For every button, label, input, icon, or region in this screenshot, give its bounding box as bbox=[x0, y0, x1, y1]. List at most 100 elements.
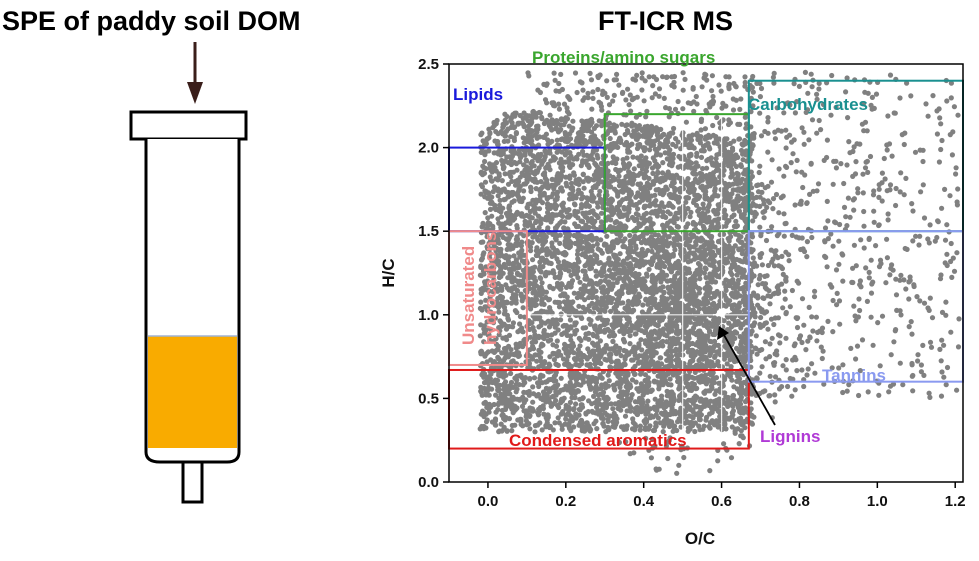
scatter-point bbox=[581, 251, 587, 258]
scatter-point bbox=[607, 364, 613, 370]
scatter-point bbox=[547, 423, 554, 429]
scatter-point bbox=[586, 303, 592, 309]
scatter-point bbox=[489, 169, 495, 175]
scatter-point bbox=[701, 270, 708, 276]
scatter-point bbox=[608, 308, 614, 314]
scatter-point bbox=[501, 263, 507, 269]
scatter-point bbox=[693, 202, 700, 208]
scatter-point bbox=[562, 249, 568, 256]
scatter-point bbox=[539, 255, 546, 261]
scatter-point bbox=[621, 162, 628, 168]
scatter-point bbox=[517, 174, 523, 180]
scatter-point bbox=[520, 115, 526, 121]
scatter-point bbox=[550, 204, 556, 210]
scatter-point bbox=[648, 455, 655, 461]
scatter-point bbox=[706, 144, 712, 150]
scatter-point bbox=[511, 125, 517, 131]
scatter-point bbox=[585, 162, 591, 168]
scatter-point bbox=[536, 266, 543, 272]
scatter-point bbox=[715, 239, 722, 245]
scatter-point bbox=[545, 205, 551, 211]
scatter-point bbox=[649, 387, 655, 393]
scatter-point bbox=[510, 285, 516, 292]
scatter-point bbox=[675, 224, 682, 230]
scatter-point bbox=[561, 262, 567, 268]
scatter-point bbox=[507, 220, 513, 226]
scatter-point bbox=[487, 294, 493, 300]
scatter-point bbox=[573, 381, 579, 387]
scatter-point bbox=[509, 359, 515, 365]
scatter-point bbox=[487, 326, 494, 332]
scatter-point bbox=[653, 152, 660, 158]
scatter-point bbox=[585, 197, 591, 203]
scatter-point bbox=[530, 257, 536, 263]
scatter-point bbox=[687, 144, 694, 150]
scatter-point bbox=[650, 221, 656, 227]
scatter-point bbox=[479, 184, 485, 190]
scatter-point bbox=[493, 392, 499, 398]
scatter-point bbox=[580, 304, 586, 310]
scatter-point bbox=[696, 423, 702, 429]
scatter-point bbox=[534, 179, 540, 185]
scatter-point bbox=[567, 418, 573, 424]
scatter-point bbox=[554, 191, 560, 197]
scatter-points bbox=[477, 69, 962, 476]
scatter-point bbox=[623, 174, 629, 180]
scatter-point bbox=[508, 270, 514, 276]
scatter-point bbox=[517, 198, 523, 204]
scatter-point bbox=[496, 171, 502, 177]
scatter-point bbox=[625, 372, 631, 378]
scatter-point bbox=[522, 380, 528, 386]
vk-plot: 0.0 0.2 0.4 0.6 0.8 1.0 1.2 0.00.51.01.52.02.5… bbox=[379, 48, 966, 548]
scatter-point bbox=[568, 272, 574, 278]
scatter-point bbox=[504, 113, 510, 120]
scatter-point bbox=[557, 240, 563, 246]
scatter-point bbox=[615, 193, 621, 199]
scatter-point bbox=[616, 173, 622, 179]
scatter-point bbox=[722, 136, 728, 142]
scatter-point bbox=[492, 205, 498, 211]
scatter-point bbox=[528, 248, 534, 254]
scatter-point bbox=[487, 131, 493, 137]
scatter-point bbox=[661, 213, 667, 219]
scatter-point bbox=[621, 347, 627, 354]
scatter-point bbox=[545, 338, 552, 344]
scatter-point bbox=[571, 373, 577, 379]
scatter-point bbox=[606, 267, 613, 273]
scatter-point bbox=[614, 363, 620, 369]
scatter-point bbox=[540, 247, 547, 253]
scatter-point bbox=[704, 378, 710, 384]
scatter-point bbox=[701, 242, 707, 248]
scatter-point bbox=[627, 333, 633, 339]
scatter-point bbox=[566, 196, 573, 202]
scatter-point bbox=[549, 240, 555, 246]
scatter-point bbox=[587, 266, 593, 272]
scatter-point bbox=[643, 296, 649, 302]
scatter-point bbox=[660, 160, 666, 166]
scatter-point bbox=[685, 195, 692, 201]
scatter-point bbox=[548, 194, 555, 200]
scatter-point bbox=[536, 380, 543, 386]
scatter-point bbox=[532, 279, 538, 285]
scatter-point bbox=[510, 260, 517, 266]
scatter-point bbox=[538, 319, 545, 325]
down-arrow-icon bbox=[187, 82, 203, 104]
scatter-point bbox=[693, 242, 699, 248]
scatter-point bbox=[534, 358, 540, 364]
scatter-point bbox=[558, 311, 564, 317]
scatter-point bbox=[507, 275, 513, 281]
scatter-point bbox=[534, 245, 540, 251]
scatter-point bbox=[499, 412, 505, 418]
scatter-point bbox=[729, 424, 735, 430]
scatter-point bbox=[697, 266, 703, 272]
scatter-point bbox=[530, 399, 536, 405]
scatter-point bbox=[563, 405, 569, 411]
scatter-point bbox=[533, 186, 539, 192]
scatter-point bbox=[489, 419, 495, 425]
scatter-point bbox=[564, 214, 571, 220]
scatter-point bbox=[558, 317, 564, 323]
scatter-point bbox=[614, 156, 620, 162]
scatter-point bbox=[496, 309, 502, 315]
scatter-point bbox=[527, 214, 533, 220]
scatter-point bbox=[487, 193, 493, 199]
